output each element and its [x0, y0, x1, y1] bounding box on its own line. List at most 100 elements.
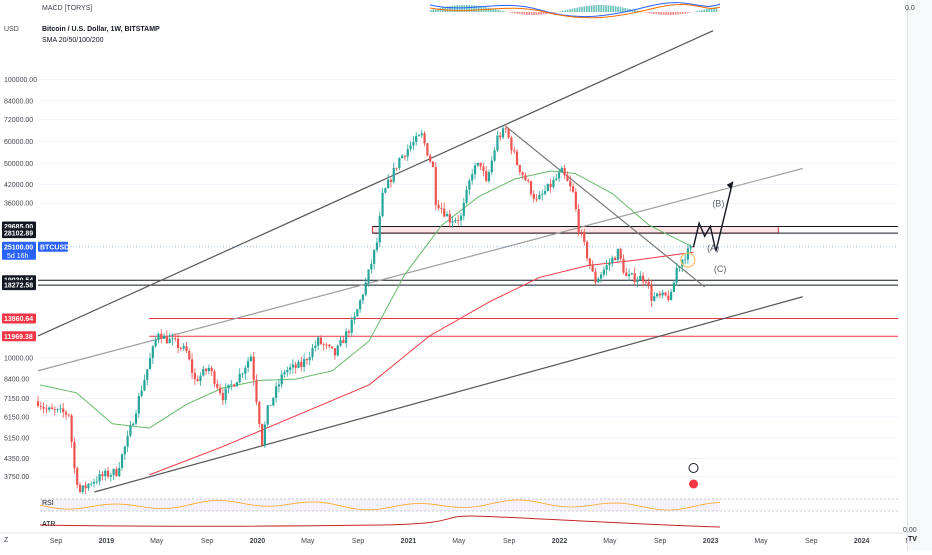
- macd-histogram-bar: [704, 9, 706, 12]
- candle-body: [684, 259, 686, 260]
- candle-body: [71, 415, 73, 442]
- macd-histogram-bar: [526, 12, 528, 15]
- earnings-flag-icon[interactable]: [689, 480, 698, 489]
- y-tick-label: 100000.00: [4, 77, 37, 84]
- candle-body: [398, 158, 400, 168]
- candle-body: [443, 209, 445, 217]
- candle-body: [149, 358, 151, 369]
- trendline[interactable]: [506, 126, 705, 287]
- candle-body: [138, 396, 140, 413]
- lightning-icon[interactable]: [689, 464, 698, 473]
- candle-body: [233, 384, 235, 386]
- candle-body: [536, 199, 538, 200]
- candle-body: [401, 156, 403, 159]
- x-tick-label: May: [603, 538, 617, 545]
- x-tick-label: May: [754, 538, 768, 545]
- macd-histogram-bar: [648, 12, 650, 13]
- candle-body: [499, 136, 501, 138]
- candle-body: [650, 285, 652, 301]
- trendline[interactable]: [38, 168, 803, 370]
- candle-body: [454, 220, 456, 221]
- candle-body: [362, 295, 364, 300]
- candle-body: [656, 294, 658, 297]
- candle-body: [446, 214, 448, 216]
- candle-body: [82, 485, 84, 491]
- candle-body: [171, 338, 173, 339]
- trendline[interactable]: [38, 31, 713, 336]
- macd-histogram-bar: [519, 12, 521, 14]
- candle-body: [359, 300, 361, 309]
- candle-body: [334, 348, 336, 355]
- macd-histogram-bar: [432, 9, 434, 12]
- candle-body: [247, 361, 249, 368]
- x-tick-label: 2020: [250, 538, 266, 545]
- candle-body: [93, 482, 95, 484]
- candle-body: [522, 172, 524, 175]
- candle-body: [328, 345, 330, 347]
- candle-body: [337, 346, 339, 356]
- candle-body: [625, 272, 627, 276]
- candle-body: [365, 282, 367, 295]
- candle-body: [191, 359, 193, 372]
- candle-body: [118, 468, 120, 476]
- macd-histogram-bar: [497, 10, 499, 12]
- candle-body: [628, 274, 630, 276]
- macd-histogram-bar: [502, 11, 504, 12]
- candle-body: [45, 409, 47, 410]
- macd-histogram-bar: [701, 10, 703, 12]
- resistance-zone[interactable]: [373, 227, 779, 234]
- candle-body: [351, 320, 353, 333]
- candle-body: [558, 173, 560, 179]
- candle-body: [289, 367, 291, 370]
- candle-body: [631, 273, 633, 274]
- candle-body: [463, 203, 465, 216]
- candle-body: [199, 376, 201, 381]
- y-tick-label: 4350.00: [4, 456, 29, 463]
- macd-histogram-bar: [531, 12, 533, 15]
- trendline[interactable]: [94, 297, 802, 492]
- x-tick-label: 2019: [99, 538, 115, 545]
- candle-body: [146, 369, 148, 380]
- candle-body: [594, 272, 596, 283]
- candle-body: [418, 135, 420, 136]
- macd-histogram-bar: [586, 6, 588, 12]
- candle-body: [502, 128, 504, 137]
- candle-body: [393, 168, 395, 182]
- candle-body: [477, 163, 479, 166]
- candle-body: [115, 469, 117, 476]
- candle-body: [617, 249, 619, 260]
- macd-histogram-bar: [622, 7, 624, 12]
- scale-z-label[interactable]: Z: [4, 537, 8, 544]
- candle-body: [485, 171, 487, 181]
- candle-body: [614, 258, 616, 260]
- x-tick-label: Sep: [805, 538, 818, 545]
- candle-body: [670, 292, 672, 300]
- ticker-label: BTCUSD: [40, 244, 69, 251]
- candle-body: [297, 362, 299, 368]
- candle-body: [295, 364, 297, 367]
- candle-body: [435, 167, 437, 205]
- candle-body: [54, 409, 56, 410]
- x-tick-label: 2022: [552, 538, 568, 545]
- candle-body: [482, 166, 484, 171]
- candle-body: [488, 172, 490, 181]
- macd-histogram-bar: [564, 10, 566, 12]
- candle-body: [121, 454, 123, 468]
- candle-body: [586, 242, 588, 259]
- candle-body: [258, 402, 260, 424]
- symbol-title: Bitcoin / U.S. Dollar, 1W, BITSTAMP: [42, 26, 160, 33]
- y-tick-label: 50000.00: [4, 161, 33, 168]
- candle-body: [423, 133, 425, 143]
- candle-body: [432, 162, 434, 167]
- candle-body: [239, 374, 241, 382]
- macd-histogram-bar: [658, 12, 660, 15]
- macd-histogram-bar: [560, 11, 562, 12]
- candle-body: [311, 348, 313, 357]
- candle-body: [544, 191, 546, 194]
- candle-body: [185, 346, 187, 351]
- macd-histogram-bar: [708, 8, 710, 12]
- macd-histogram-bar: [500, 10, 502, 12]
- current-price-label: 25100.00: [4, 244, 33, 251]
